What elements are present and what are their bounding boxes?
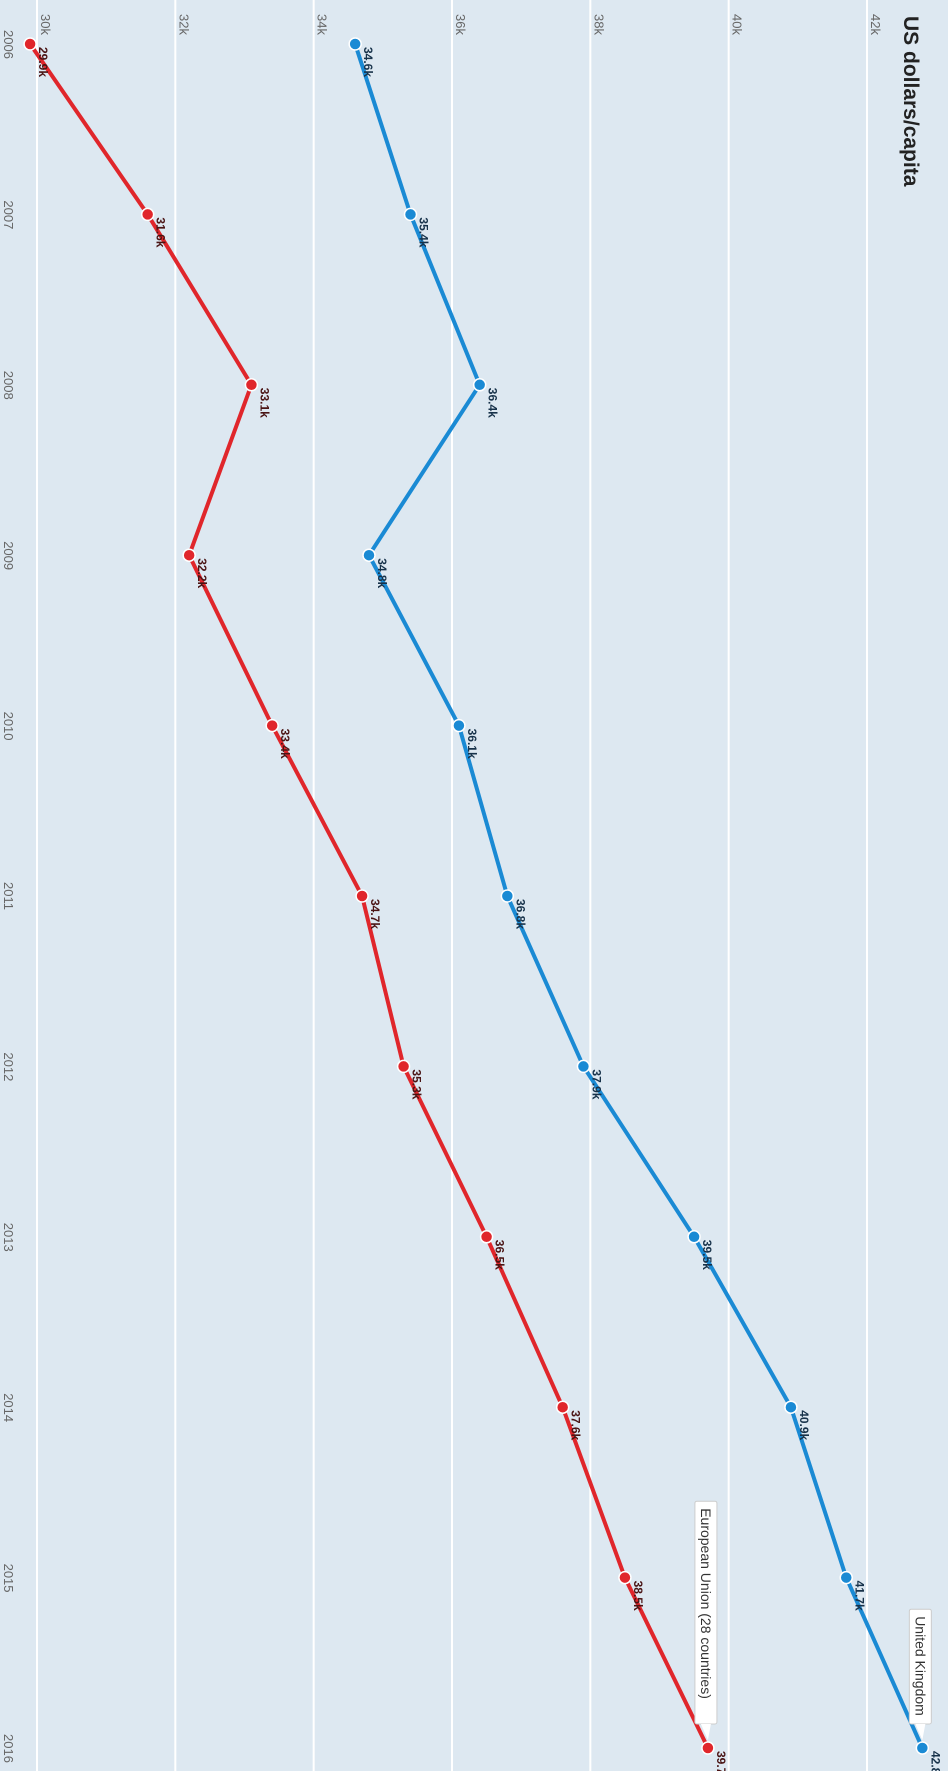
series-1: 29.9k 31.6k 33.1k 32.2k 33.4k 34.7k 35.3k 36.5k… — [23, 37, 728, 1771]
data-point[interactable] — [618, 1570, 632, 1585]
data-label: 40.9k — [797, 1410, 811, 1440]
value-axis-tick-labels: 30k 32k 34k 36k 38k 40k 42k — [38, 14, 883, 35]
data-label: 36.5k — [493, 1240, 507, 1270]
series-0: 34.6k 35.4k 36.4k 34.8k 36.1k 36.8k 37.9k 39.5k… — [348, 37, 942, 1771]
series-group: 34.6k 35.4k 36.4k 34.8k 36.1k 36.8k 37.9k 39.5k… — [23, 37, 942, 1771]
data-point[interactable] — [182, 548, 196, 562]
value-tick-label: 36k — [453, 14, 468, 35]
year-tick-label: 2015 — [1, 1564, 16, 1593]
data-point[interactable] — [355, 889, 369, 903]
data-point[interactable] — [23, 37, 37, 51]
value-tick-label: 32k — [176, 14, 191, 35]
data-point[interactable] — [915, 1741, 930, 1755]
year-tick-label: 2007 — [1, 200, 16, 229]
data-label: 37.9k — [589, 1069, 603, 1099]
year-tick-label: 2013 — [1, 1223, 16, 1252]
value-tick-label: 38k — [591, 14, 606, 35]
year-tick-label: 2012 — [1, 1052, 16, 1081]
data-point[interactable] — [403, 207, 418, 222]
data-point[interactable] — [472, 378, 487, 392]
data-label: 31.6k — [154, 217, 168, 247]
data-point[interactable] — [784, 1400, 798, 1414]
data-point[interactable] — [839, 1570, 853, 1585]
data-label: 36.1k — [465, 729, 479, 759]
value-tick-label: 34k — [315, 14, 330, 35]
year-tick-label: 2014 — [1, 1393, 16, 1422]
data-label: 33.1k — [257, 388, 271, 418]
data-point[interactable] — [555, 1400, 570, 1414]
year-axis-tick-labels: 2006 2007 2008 2009 2010 2011 2012 2013 2014 2015… — [1, 30, 16, 1763]
data-point[interactable] — [265, 718, 279, 733]
data-label: 29.9k — [36, 47, 50, 77]
data-label: 34.7k — [368, 899, 382, 929]
data-point[interactable] — [140, 207, 155, 222]
data-point[interactable] — [687, 1230, 701, 1244]
data-label: 39.7k — [714, 1751, 728, 1771]
data-point[interactable] — [348, 37, 362, 51]
data-label: 36.4k — [486, 388, 500, 418]
series-name-tag: United Kingdom — [908, 1608, 932, 1740]
year-tick-label: 2009 — [1, 541, 16, 570]
year-tick-label: 2016 — [1, 1734, 16, 1763]
data-label: 33.4k — [278, 729, 292, 759]
data-point[interactable] — [396, 1059, 411, 1074]
gridlines — [36, 0, 868, 1771]
year-tick-label: 2008 — [1, 371, 16, 400]
data-point[interactable] — [452, 718, 466, 733]
series-name-pointer — [700, 1724, 711, 1740]
data-label: 39.5k — [700, 1240, 714, 1270]
data-label: 41.7k — [852, 1581, 866, 1611]
series-name-pointer — [915, 1724, 926, 1740]
data-point[interactable] — [362, 548, 376, 562]
data-label: 35.4k — [417, 217, 431, 247]
year-tick-label: 2011 — [1, 882, 16, 910]
series-name-labels: United Kingdom European Union (28 countri… — [694, 1500, 932, 1740]
series-name-label: United Kingdom — [912, 1616, 928, 1716]
year-tick-label: 2010 — [1, 712, 16, 741]
value-tick-label: 40k — [730, 14, 745, 35]
data-label: 37.6k — [569, 1410, 583, 1440]
chart-title-group: US dollars/capita — [899, 16, 922, 187]
data-point[interactable] — [479, 1230, 494, 1244]
data-point[interactable] — [701, 1741, 715, 1755]
data-point[interactable] — [244, 378, 259, 392]
value-tick-label: 42k — [868, 14, 883, 35]
chart-title: US dollars/capita — [899, 16, 922, 187]
value-tick-label: 30k — [38, 14, 53, 35]
data-label: 38.5k — [631, 1581, 645, 1611]
series-name-tag: European Union (28 countries) — [694, 1500, 718, 1740]
series-name-label: European Union (28 countries) — [698, 1508, 714, 1699]
data-point[interactable] — [500, 889, 515, 903]
data-label: 32.2k — [195, 558, 209, 588]
year-tick-label: 2006 — [1, 30, 16, 59]
data-point[interactable] — [576, 1059, 591, 1074]
data-label: 34.8k — [375, 558, 389, 588]
data-label: 34.6k — [361, 47, 375, 77]
data-label: 36.8k — [513, 899, 527, 929]
data-label: 42.8k — [928, 1751, 942, 1771]
data-label: 35.3k — [410, 1069, 424, 1099]
